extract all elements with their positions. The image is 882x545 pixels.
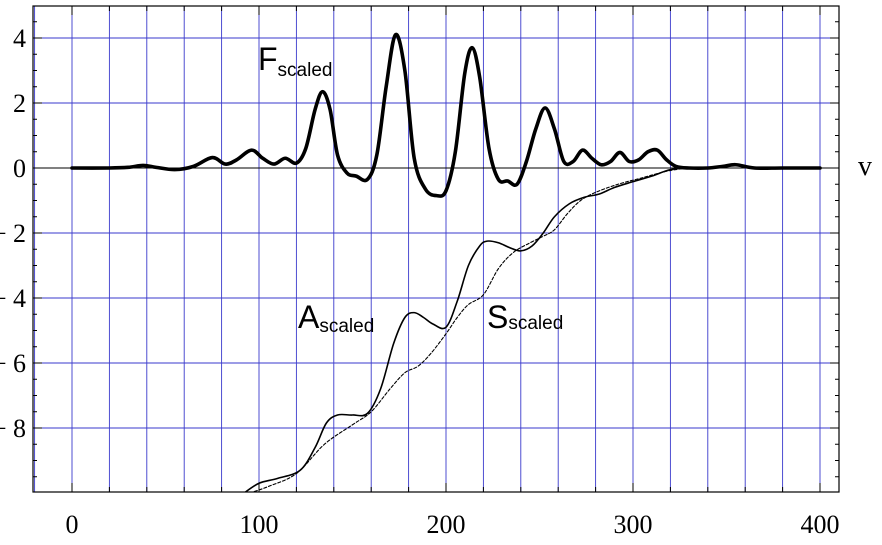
x-axis-variable-label: v: [858, 151, 872, 182]
series-label-f-name: F: [258, 41, 278, 77]
series-label-s: Sscaled: [487, 299, 563, 335]
series-label-s-name: S: [487, 299, 508, 335]
y-tick-label: 0: [13, 154, 26, 183]
x-tick-label: 300: [614, 510, 653, 539]
series-label-f: Fscaled: [258, 41, 332, 81]
series-label-a-name: A: [298, 299, 320, 335]
x-tick-label: 200: [427, 510, 466, 539]
y-tick-label: 2: [13, 89, 26, 118]
series-line-f: [70, 32, 822, 198]
series-label-a-subscript: scaled: [319, 316, 374, 337]
grid: [33, 6, 839, 492]
tick-marks: [33, 6, 839, 492]
series-label-s-subscript: scaled: [508, 313, 563, 334]
x-tick-label: 0: [66, 510, 79, 539]
y-tick-label: − 6: [0, 349, 26, 378]
series-label-f-subscript: scaled: [278, 60, 333, 81]
tick-labels: 0 100 200 300 400 4 2 0 − 2 − 4 − 6 − 8: [0, 24, 840, 539]
y-tick-label: − 8: [0, 414, 26, 443]
y-tick-label: 4: [13, 24, 26, 53]
series-line-s: [250, 167, 709, 492]
series-label-a: Ascaled: [298, 299, 374, 337]
y-tick-label: − 4: [0, 284, 26, 313]
x-tick-label: 400: [801, 510, 840, 539]
y-tick-label: − 2: [0, 219, 26, 248]
x-tick-label: 100: [240, 510, 279, 539]
series-line-a: [244, 167, 709, 492]
series-lines: [70, 32, 822, 492]
